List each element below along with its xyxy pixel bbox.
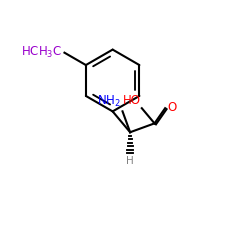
Text: HO: HO [122,94,140,107]
Text: H: H [126,156,134,166]
Text: NH$_2$: NH$_2$ [98,94,121,109]
Text: O: O [168,101,177,114]
Text: HCH$_3$C: HCH$_3$C [21,45,62,60]
